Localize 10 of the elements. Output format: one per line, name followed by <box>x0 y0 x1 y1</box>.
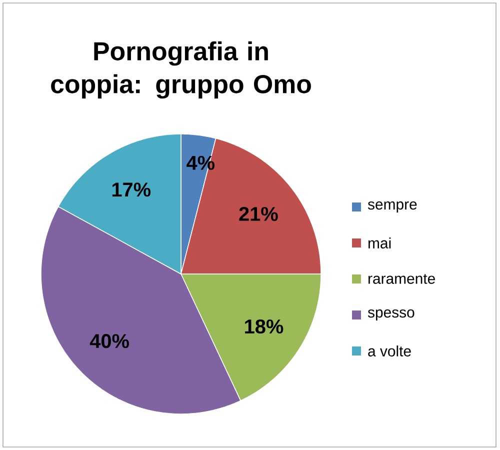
data-label: 17% <box>112 182 151 197</box>
legend-label: a volte <box>368 346 411 356</box>
legend-label: mai <box>368 238 391 248</box>
data-label: 21% <box>239 206 278 221</box>
data-label: 18% <box>245 319 284 334</box>
data-label: 40% <box>90 334 129 348</box>
legend-label: raramente <box>368 274 435 284</box>
legend-label: sempre <box>368 201 417 213</box>
legend-label: spesso <box>368 309 414 321</box>
chart-title: Pornografia in coppia: gruppo Omo <box>51 41 311 99</box>
